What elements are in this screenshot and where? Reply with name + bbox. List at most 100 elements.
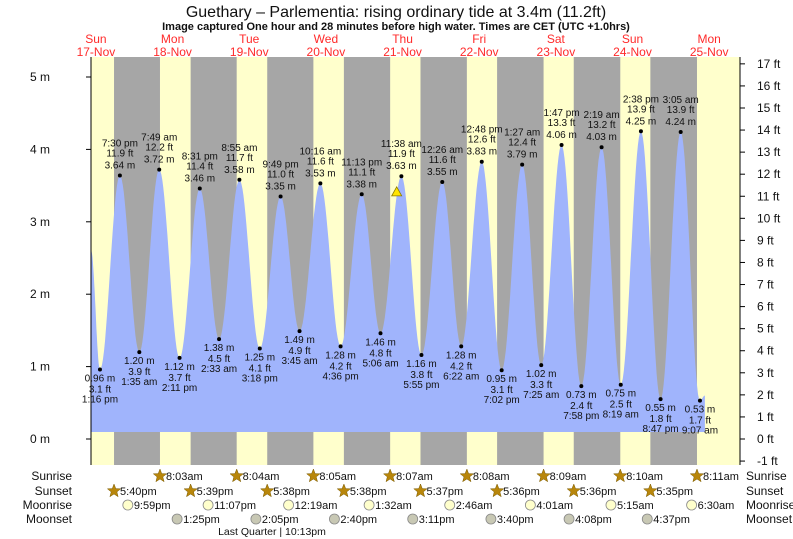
moonrise-time: 2:46am xyxy=(456,500,493,512)
high-tide-ft: 11.1 ft xyxy=(348,167,375,178)
sunset-time: 5:35pm xyxy=(656,486,693,498)
low-tide-point xyxy=(177,355,182,360)
low-tide-point xyxy=(419,353,424,358)
high-tide-time: 8:31 pm xyxy=(182,151,218,162)
sunrise-time: 8:03am xyxy=(166,471,203,483)
row-label-sunset-left: Sunset xyxy=(35,484,73,498)
left-tick-label: 3 m xyxy=(30,215,50,229)
low-tide-m: 1.12 m xyxy=(164,362,195,373)
high-tide-time: 2:38 pm xyxy=(623,94,659,105)
moonset-time: 3:11pm xyxy=(419,514,455,526)
right-tick-label: -1 ft xyxy=(757,454,778,468)
low-tide-point xyxy=(378,331,383,336)
sunrise-star-icon xyxy=(459,468,475,483)
sunset-time: 5:38pm xyxy=(350,486,387,498)
low-tide-time: 8:47 pm xyxy=(643,424,679,435)
high-tide-point xyxy=(440,179,445,184)
day-label-date: 20-Nov xyxy=(307,45,346,59)
left-tick-label: 4 m xyxy=(30,142,50,156)
sunset-time: 5:40pm xyxy=(120,486,157,498)
moonrise-time: 1:32am xyxy=(375,500,412,512)
low-tide-point xyxy=(97,367,102,372)
high-tide-time: 1:47 pm xyxy=(543,108,579,119)
moonset-moon-icon xyxy=(407,513,419,525)
moonrise-moon-icon xyxy=(524,499,536,511)
low-tide-m: 1.20 m xyxy=(124,356,155,367)
moonset-time: 2:40pm xyxy=(340,514,377,526)
row-label-moonset-left: Moonset xyxy=(26,512,73,526)
low-tide-ft: 1.8 ft xyxy=(649,414,671,425)
high-tide-time: 2:19 am xyxy=(584,110,620,121)
sunrise-star-icon xyxy=(152,468,168,483)
right-tick-label: 6 ft xyxy=(757,300,774,314)
sunrise-time: 8:09am xyxy=(550,471,587,483)
day-label-dow: Fri xyxy=(472,32,486,46)
low-tide-ft: 4.2 ft xyxy=(450,361,472,372)
sunset-star-icon xyxy=(643,483,658,498)
low-tide-m: 1.02 m xyxy=(526,369,557,380)
left-tick-label: 0 m xyxy=(30,432,50,446)
moonrise-moon-icon xyxy=(202,499,214,511)
low-tide-ft: 3.1 ft xyxy=(491,385,513,396)
moonrise-time: 11:07pm xyxy=(214,500,256,512)
moonset-moon-icon xyxy=(250,513,262,525)
day-labels: Sun17-NovMon18-NovTue19-NovWed20-NovThu2… xyxy=(77,32,729,59)
current-tide-marker-icon xyxy=(391,186,403,197)
sunrise-time: 8:10am xyxy=(626,471,663,483)
sunset-star-icon xyxy=(336,483,352,498)
low-tide-time: 8:19 am xyxy=(603,410,639,421)
low-tide-point xyxy=(459,344,464,349)
low-tide-ft: 3.7 ft xyxy=(168,373,190,384)
right-tick-label: 1 ft xyxy=(757,410,774,424)
row-label-sunrise-right: Sunrise xyxy=(746,469,787,483)
sunrise-time: 8:04am xyxy=(243,471,280,483)
moonrise-moon-icon xyxy=(605,499,617,511)
day-label-dow: Sun xyxy=(85,32,106,46)
low-tide-m: 0.75 m xyxy=(605,389,636,400)
moonrise-time: 12:19am xyxy=(295,500,338,512)
high-tide-m: 4.06 m xyxy=(546,130,577,141)
day-label-date: 24-Nov xyxy=(613,45,652,59)
row-label-sunrise-left: Sunrise xyxy=(31,469,72,483)
high-tide-time: 11:38 am xyxy=(381,139,422,150)
row-label-sunset-right: Sunset xyxy=(746,484,784,498)
high-tide-point xyxy=(599,145,604,150)
sunset-time: 5:38pm xyxy=(273,486,310,498)
sunset-star-icon xyxy=(566,483,582,498)
right-tick-label: 12 ft xyxy=(757,167,781,181)
high-tide-m: 3.38 m xyxy=(346,179,377,190)
high-tide-m: 4.24 m xyxy=(665,117,696,128)
sunset-time: 5:36pm xyxy=(580,486,617,498)
sunrise-star-icon xyxy=(306,468,321,483)
high-tide-point xyxy=(479,159,484,164)
low-tide-m: 1.46 m xyxy=(365,337,396,348)
high-tide-m: 3.72 m xyxy=(144,155,175,166)
sunrise-time: 8:05am xyxy=(319,471,356,483)
low-tide-m: 1.28 m xyxy=(325,350,356,361)
sunrise-star-icon xyxy=(382,468,398,483)
high-tide-ft: 11.7 ft xyxy=(226,153,253,164)
high-tide-ft: 12.4 ft xyxy=(508,138,536,149)
low-tide-m: 1.28 m xyxy=(446,350,477,361)
low-tide-time: 9:07 am xyxy=(682,426,718,437)
right-tick-label: 17 ft xyxy=(757,57,781,71)
tide-fill xyxy=(91,131,705,433)
moonrise-moon-icon xyxy=(363,499,375,511)
day-label-date: 21-Nov xyxy=(383,45,422,59)
high-tide-ft: 11.9 ft xyxy=(388,149,415,160)
high-tide-time: 12:26 am xyxy=(421,145,463,156)
high-tide-point xyxy=(359,192,364,197)
moonset-moon-icon xyxy=(329,513,340,525)
day-label-dow: Mon xyxy=(698,32,721,46)
high-tide-point xyxy=(157,167,162,172)
day-label-date: 19-Nov xyxy=(230,45,269,59)
high-tide-point xyxy=(520,162,525,167)
high-tide-ft: 13.9 ft xyxy=(627,104,655,115)
low-tide-m: 0.95 m xyxy=(486,374,517,385)
low-tide-m: 1.49 m xyxy=(284,335,315,346)
day-label-dow: Sun xyxy=(622,32,643,46)
high-tide-ft: 11.6 ft xyxy=(429,155,456,166)
low-tide-point xyxy=(618,382,623,387)
low-tide-ft: 4.1 ft xyxy=(249,364,271,375)
right-tick-label: 10 ft xyxy=(757,211,781,225)
